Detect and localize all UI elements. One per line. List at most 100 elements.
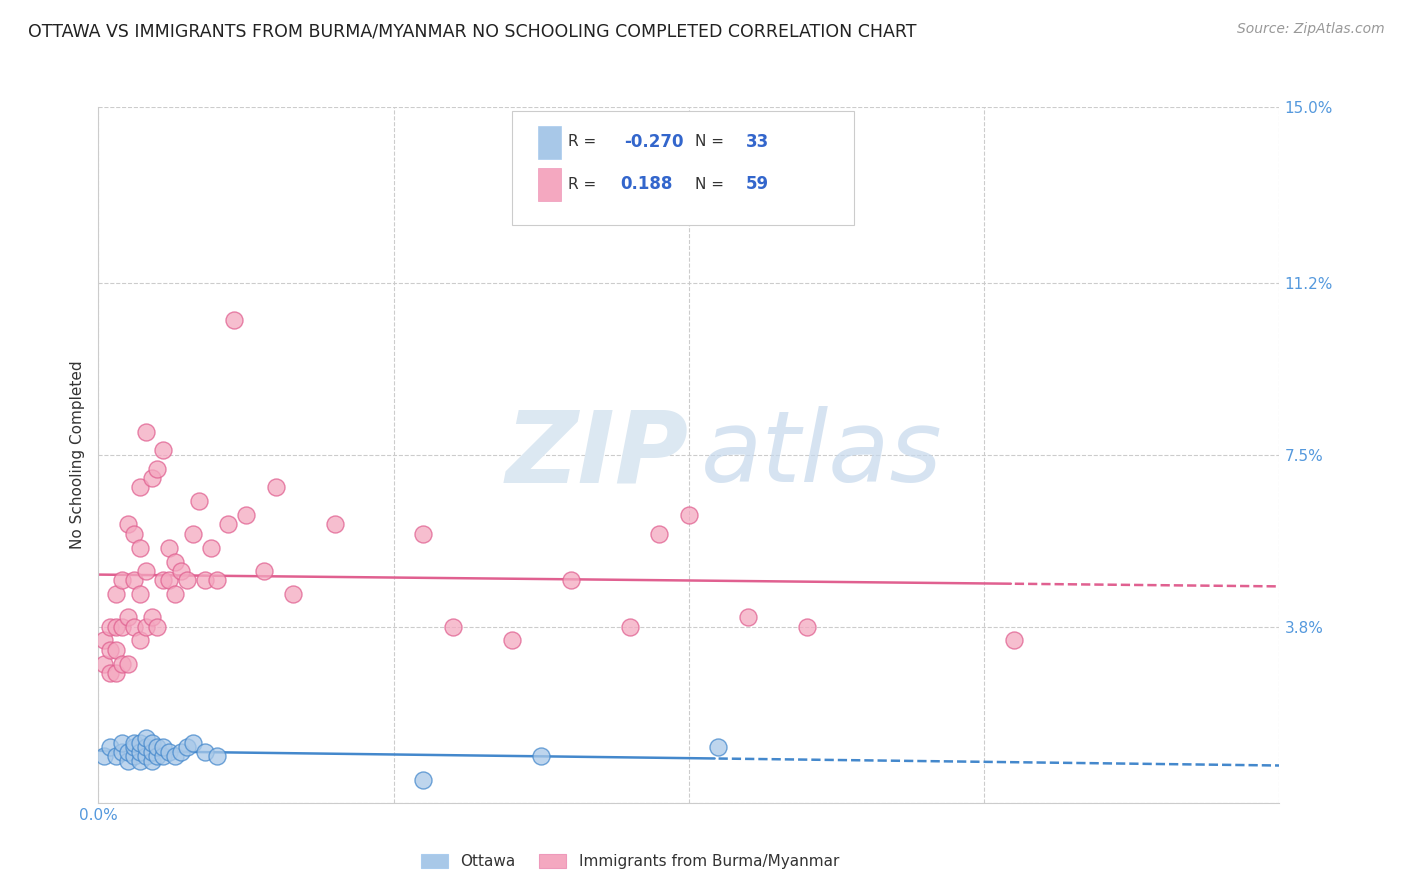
Point [187,494,209,508]
Text: -0.270: -0.270 [624,133,683,151]
Point [224,313,246,327]
Point [98,665,121,680]
Point [105,587,128,601]
Point [146,462,169,476]
Point [122,573,145,587]
Text: atlas: atlas [700,407,942,503]
Point [111,619,134,633]
Point [98,740,121,755]
Point [93,657,115,671]
Point [323,517,346,532]
FancyBboxPatch shape [537,168,561,201]
Point [152,443,174,458]
FancyBboxPatch shape [537,126,561,159]
Text: Source: ZipAtlas.com: Source: ZipAtlas.com [1237,22,1385,37]
Point [111,735,134,749]
Point [111,745,134,759]
Text: N =: N = [695,177,728,192]
Point [205,573,228,587]
Point [128,633,150,648]
Point [648,526,671,541]
Point [135,731,157,745]
Text: R =: R = [568,135,602,149]
Point [157,573,180,587]
Point [152,749,174,764]
Text: R =: R = [568,177,602,192]
Point [157,745,180,759]
Text: 59: 59 [745,175,769,194]
Point [737,610,759,624]
Point [165,555,187,569]
Point [678,508,700,523]
Point [105,619,128,633]
Text: N =: N = [695,135,728,149]
Point [501,633,523,648]
Point [128,541,150,555]
Text: 0.188: 0.188 [620,175,673,194]
Point [111,657,134,671]
Point [441,619,464,633]
Point [176,740,198,755]
Point [235,508,257,523]
Point [141,735,163,749]
Point [122,740,145,755]
Point [128,754,150,768]
Point [93,749,115,764]
FancyBboxPatch shape [512,111,855,226]
Point [560,573,582,587]
Point [157,541,180,555]
Point [200,541,222,555]
Point [98,642,121,657]
Point [264,480,287,494]
Point [170,745,193,759]
Point [141,471,163,485]
Y-axis label: No Schooling Completed: No Schooling Completed [70,360,86,549]
Point [152,740,174,755]
Text: ZIP: ZIP [506,407,689,503]
Point [146,619,169,633]
Point [283,587,305,601]
Point [135,619,157,633]
Point [117,745,139,759]
Point [1002,633,1025,648]
Point [707,740,730,755]
Point [128,480,150,494]
Point [128,587,150,601]
Point [141,610,163,624]
Legend: Ottawa, Immigrants from Burma/Myanmar: Ottawa, Immigrants from Burma/Myanmar [415,848,845,875]
Text: OTTAWA VS IMMIGRANTS FROM BURMA/MYANMAR NO SCHOOLING COMPLETED CORRELATION CHART: OTTAWA VS IMMIGRANTS FROM BURMA/MYANMAR … [28,22,917,40]
Point [146,749,169,764]
Point [105,749,128,764]
Point [205,749,228,764]
Point [135,749,157,764]
Point [105,665,128,680]
Point [122,735,145,749]
Point [194,573,217,587]
Point [135,564,157,578]
Point [412,526,434,541]
Point [128,745,150,759]
Point [141,745,163,759]
Point [796,619,818,633]
Point [146,740,169,755]
Point [253,564,276,578]
Point [98,619,121,633]
Point [217,517,239,532]
Point [619,619,641,633]
Point [152,573,174,587]
Text: 33: 33 [745,133,769,151]
Point [141,754,163,768]
Point [412,772,434,787]
Point [135,740,157,755]
Point [122,749,145,764]
Point [135,425,157,439]
Point [165,587,187,601]
Point [176,573,198,587]
Point [93,633,115,648]
Point [105,642,128,657]
Point [117,610,139,624]
Point [122,619,145,633]
Point [111,573,134,587]
Point [530,749,553,764]
Point [117,657,139,671]
